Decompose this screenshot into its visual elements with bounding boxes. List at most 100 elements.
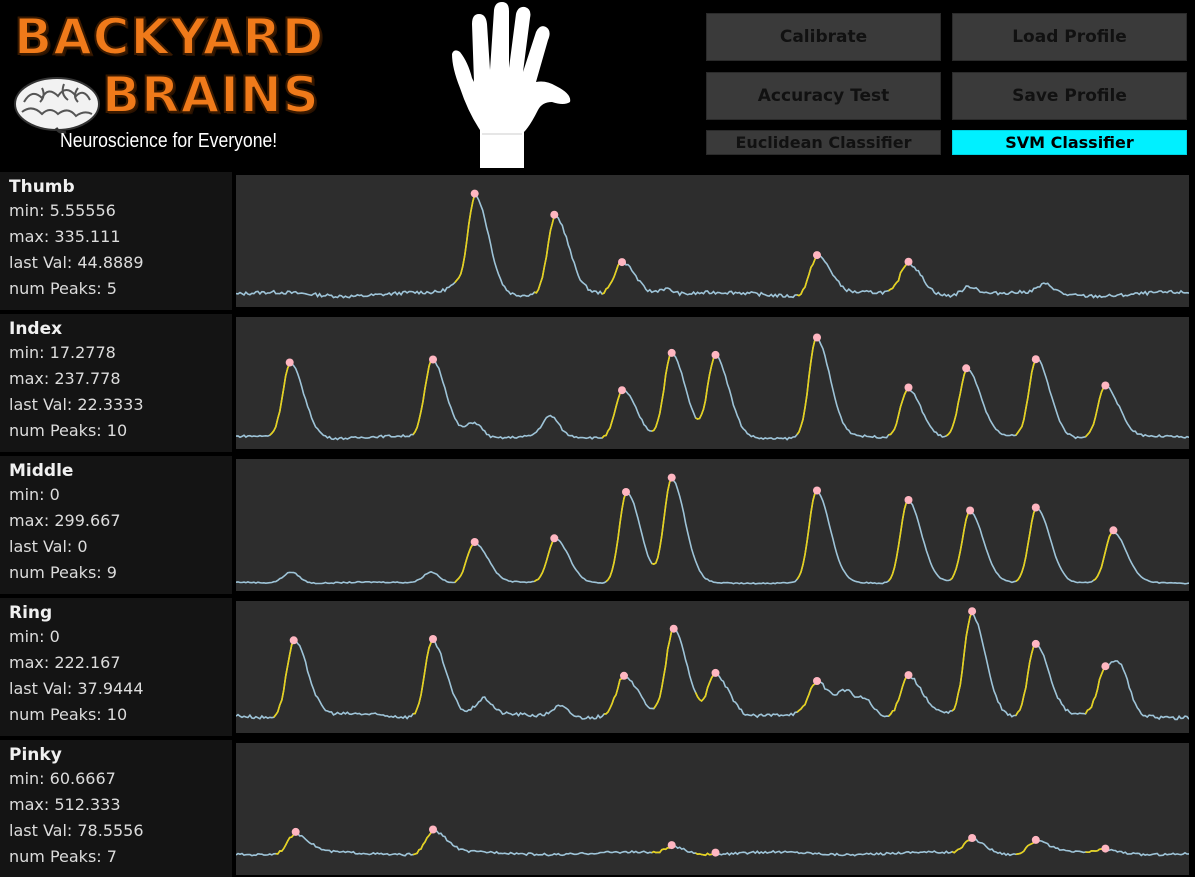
signal-plot (236, 175, 1189, 307)
peak-marker (670, 625, 678, 633)
rising-edge (1094, 531, 1114, 580)
peak-marker (550, 211, 558, 219)
max-value: max: 512.333 (9, 795, 121, 814)
rising-edge (602, 262, 622, 294)
peak-marker (962, 364, 970, 372)
peak-marker (1101, 845, 1109, 853)
accuracy-test-button[interactable]: Accuracy Test (706, 72, 941, 120)
rising-edge (604, 677, 624, 714)
rising-edge (534, 539, 554, 581)
num-peaks: num Peaks: 10 (9, 421, 127, 440)
logo-text-brains: BRAINS (102, 66, 320, 124)
rising-edge (950, 512, 970, 580)
rising-edge (952, 839, 972, 853)
peak-marker (813, 677, 821, 685)
signal-plot (236, 459, 1189, 591)
peak-marker (813, 334, 821, 342)
load-profile-button[interactable]: Load Profile (952, 13, 1187, 61)
rising-edge (797, 492, 817, 580)
rising-edge (889, 501, 909, 581)
peak-marker (905, 671, 913, 679)
min-value: min: 0 (9, 485, 60, 504)
hand-icon (446, 2, 576, 168)
rising-edge (455, 195, 475, 283)
min-value: min: 0 (9, 627, 60, 646)
peak-marker (1032, 355, 1040, 363)
peak-marker (429, 635, 437, 643)
rising-edge (889, 389, 909, 435)
peak-marker (668, 841, 676, 849)
peak-marker (905, 384, 913, 392)
finger-stats: Index min: 17.2778 max: 237.778 last Val… (0, 314, 232, 452)
peak-marker (712, 351, 720, 359)
signal-plot-svg (236, 459, 1189, 591)
peak-marker (966, 507, 974, 515)
brain-icon (12, 74, 102, 134)
rising-edge (797, 339, 817, 435)
rising-edge (413, 831, 433, 855)
peak-marker (968, 607, 976, 615)
finger-stats: Middle min: 0 max: 299.667 last Val: 0 n… (0, 456, 232, 594)
rising-edge (1016, 645, 1036, 716)
num-peaks: num Peaks: 5 (9, 279, 117, 298)
peak-marker (1109, 526, 1117, 534)
finger-name: Middle (9, 461, 73, 481)
last-value: last Val: 44.8889 (9, 253, 144, 272)
peak-marker (1032, 504, 1040, 512)
rising-edge (952, 612, 972, 711)
rising-edge (455, 543, 475, 582)
rising-edge (270, 364, 290, 436)
euclidean-classifier-button[interactable]: Euclidean Classifier (706, 130, 941, 155)
header: BACKYARD BRAINS Neuroscience for Everyon… (0, 0, 1195, 170)
peak-marker (712, 669, 720, 677)
min-value: min: 5.55556 (9, 201, 116, 220)
peak-marker (620, 672, 628, 680)
rising-edge (1086, 667, 1106, 714)
min-value: min: 17.2778 (9, 343, 116, 362)
peak-marker (712, 849, 720, 857)
peak-marker (905, 496, 913, 504)
rising-edge (889, 263, 909, 291)
peak-marker (286, 359, 294, 367)
rising-edge (1016, 360, 1036, 435)
finger-panel-thumb: Thumb min: 5.55556 max: 335.111 last Val… (0, 172, 1195, 310)
svm-classifier-button[interactable]: SVM Classifier (952, 130, 1187, 155)
rising-edge (1016, 841, 1036, 854)
finger-name: Ring (9, 603, 52, 623)
peak-marker (968, 834, 976, 842)
signal-plot (236, 317, 1189, 449)
logo-tagline: Neuroscience for Everyone! (60, 130, 277, 153)
rising-edge (889, 676, 909, 716)
calibrate-button[interactable]: Calibrate (706, 13, 941, 61)
max-value: max: 237.778 (9, 369, 121, 388)
finger-panel-middle: Middle min: 0 max: 299.667 last Val: 0 n… (0, 456, 1195, 594)
save-profile-button[interactable]: Save Profile (952, 72, 1187, 120)
rising-edge (602, 391, 622, 438)
signal-trace (236, 195, 1189, 298)
last-value: last Val: 37.9444 (9, 679, 144, 698)
peak-marker (550, 534, 558, 542)
rising-edge (606, 493, 626, 582)
peak-marker (429, 356, 437, 364)
peak-marker (429, 826, 437, 834)
signal-plot-svg (236, 317, 1189, 449)
last-value: last Val: 22.3333 (9, 395, 144, 414)
signal-plot-svg (236, 175, 1189, 307)
signal-plot-svg (236, 743, 1189, 875)
peak-marker (1032, 640, 1040, 648)
max-value: max: 335.111 (9, 227, 121, 246)
rising-edge (696, 674, 716, 701)
rising-edge (413, 360, 433, 435)
peak-marker (622, 488, 630, 496)
finger-panel-ring: Ring min: 0 max: 222.167 last Val: 37.94… (0, 598, 1195, 736)
last-value: last Val: 78.5556 (9, 821, 144, 840)
signal-plot-svg (236, 601, 1189, 733)
rising-edge (276, 833, 296, 854)
peak-marker (292, 828, 300, 836)
rising-edge (797, 682, 817, 712)
num-peaks: num Peaks: 9 (9, 563, 117, 582)
peak-marker (813, 251, 821, 259)
peak-marker (905, 258, 913, 266)
rising-edge (946, 369, 966, 436)
rising-edge (652, 479, 672, 564)
